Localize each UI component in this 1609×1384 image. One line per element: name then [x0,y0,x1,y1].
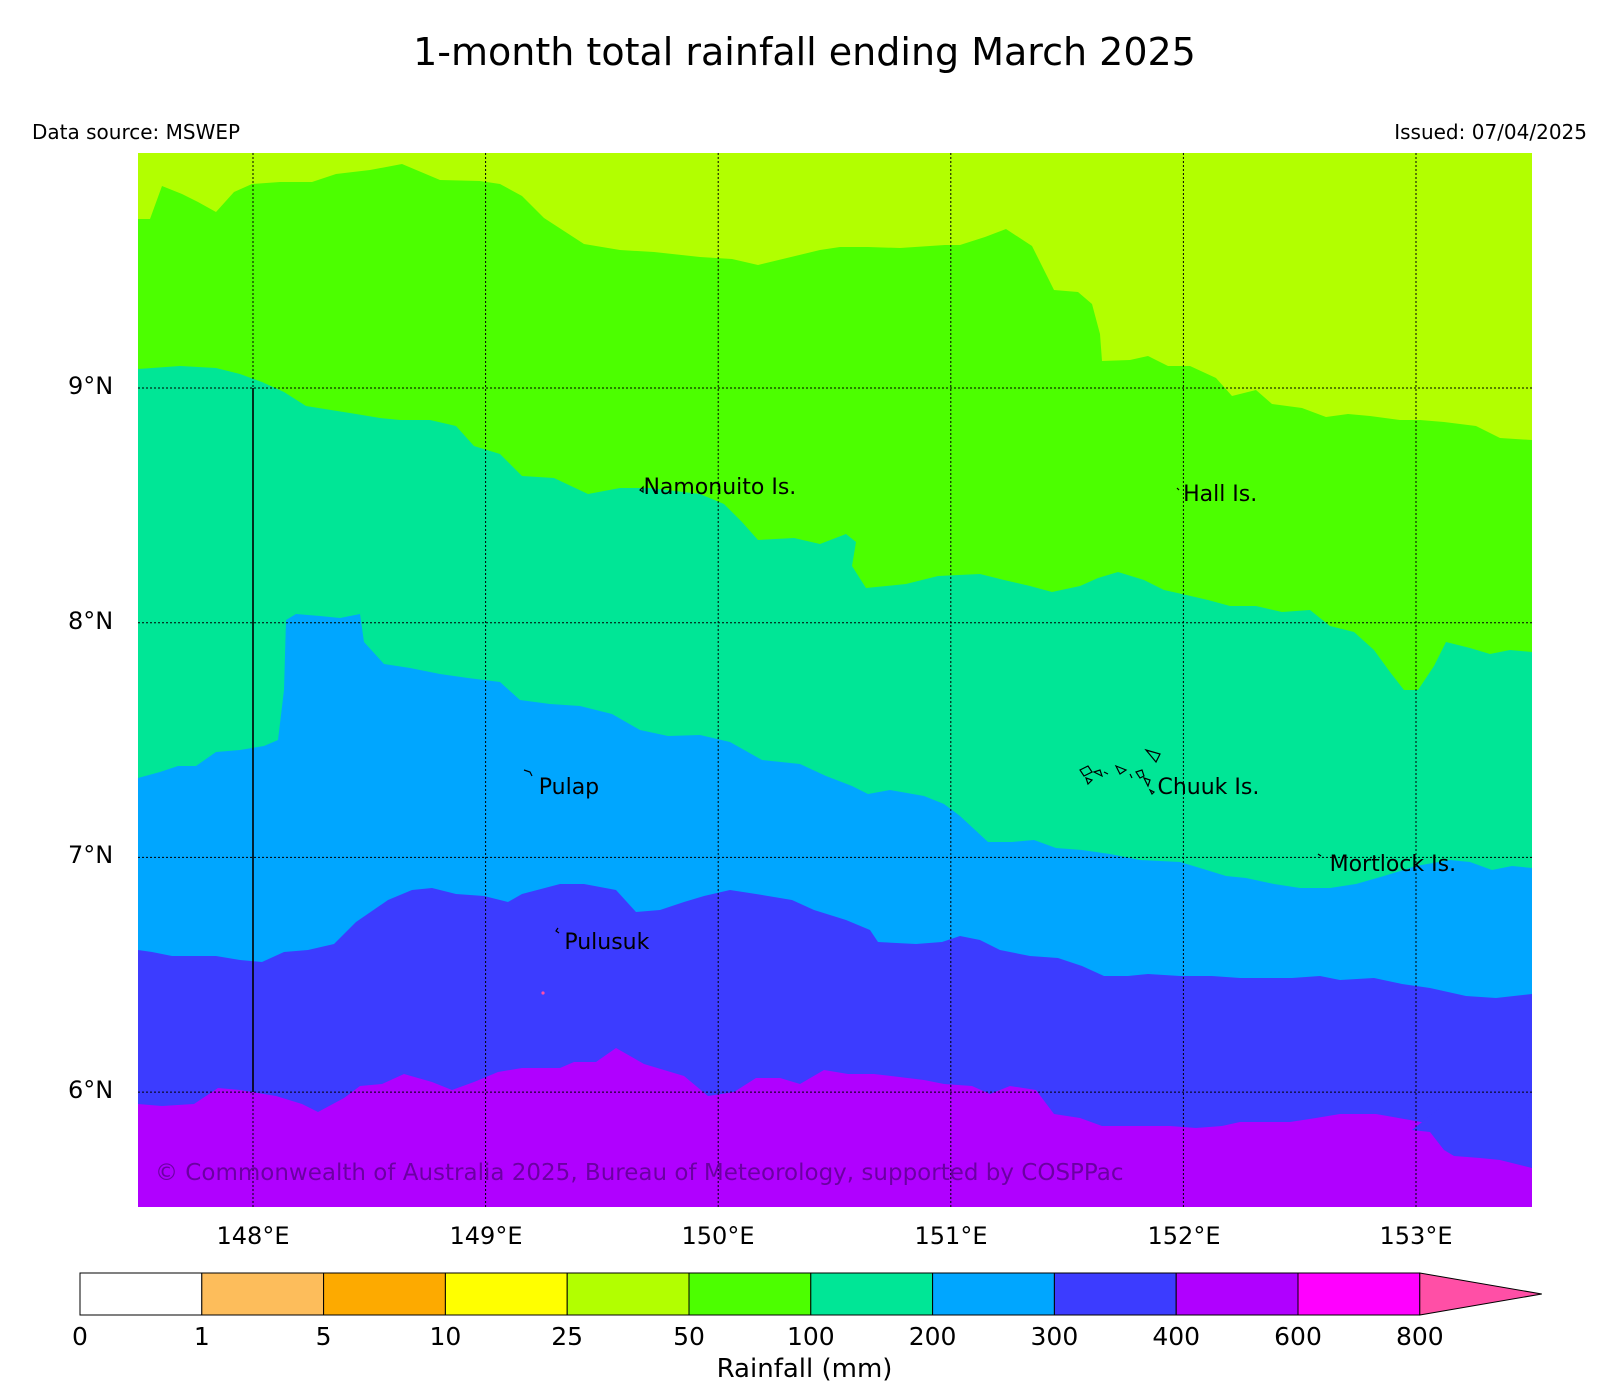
band-600-800 [1412,1130,1532,1207]
colorbar-segment [323,1272,446,1316]
colorbar-tick-label: 200 [908,1322,957,1351]
colorbar-tick-label: 300 [1030,1322,1079,1351]
band-400-600 [138,1048,1532,1207]
colorbar-segment [932,1272,1055,1316]
colorbar-segment [201,1272,325,1316]
island-outlines [523,485,1322,934]
place-label: Pulap [538,774,600,800]
lat-label-8n: 8°N [68,607,114,635]
hall-outline [1176,487,1180,491]
copyright-notice: © Commonwealth of Australia 2025, Bureau… [155,1160,1124,1186]
place-label: Pulusuk [564,929,650,955]
colorbar-segment [810,1272,934,1316]
issued-date: Issued: 07/04/2025 [1394,120,1587,144]
colorbar-tick-label: 0 [72,1322,88,1351]
band-300-400-corner [1412,1108,1532,1168]
map-title: 1-month total rainfall ending March 2025 [413,30,1196,74]
colorbar-tick-label: 800 [1395,1322,1444,1351]
lat-label-9n: 9°N [68,372,114,400]
colorbar-tick-label: 50 [673,1322,705,1351]
colorbar-title: Rainfall (mm) [716,1354,893,1384]
colorbar-tick-label: 10 [429,1322,462,1351]
colorbar-tick-label: 600 [1274,1322,1322,1351]
graticule [138,153,1532,1207]
mortlock-outline [1317,853,1322,857]
chuuk-outline [1079,748,1161,796]
lat-label-7n: 7°N [68,841,114,869]
place-label: Namonuito Is. [643,474,797,500]
colorbar-segment [444,1272,568,1316]
colorbar-tick-label: 25 [551,1322,584,1351]
data-source: Data source: MSWEP [32,120,241,144]
place-label: Mortlock Is. [1329,852,1457,878]
colorbar-tick-label: 400 [1152,1322,1201,1351]
lat-label-6n: 6°N [68,1076,114,1104]
lon-label-151e: 151°E [914,1222,988,1250]
colorbar-tick-label: 100 [786,1322,835,1351]
pulap-outline [523,769,533,777]
colorbar-segment [1175,1272,1299,1316]
place-label: Hall Is. [1183,481,1258,507]
colorbar [79,1272,1542,1316]
colorbar-extend-arrow [1419,1272,1542,1316]
rainfall-field [138,153,1532,1207]
rain-maximum-dot [541,991,545,995]
lon-label-153e: 153°E [1379,1222,1453,1250]
place-label: Chuuk Is. [1157,774,1260,800]
lon-label-148e: 148°E [216,1222,290,1250]
colorbar-segment [79,1272,203,1316]
colorbar-tick-label: 1 [193,1322,210,1351]
pulusuk-outline [555,927,560,934]
lon-label-149e: 149°E [449,1222,523,1250]
colorbar-segment [566,1272,690,1316]
lon-label-152e: 152°E [1147,1222,1221,1250]
colorbar-segment [1053,1272,1177,1316]
namonuito-outline [639,485,644,494]
lon-label-150e: 150°E [681,1222,755,1250]
colorbar-tick-label: 5 [315,1322,332,1351]
colorbar-segment [688,1272,812,1316]
colorbar-segment [1297,1272,1421,1316]
